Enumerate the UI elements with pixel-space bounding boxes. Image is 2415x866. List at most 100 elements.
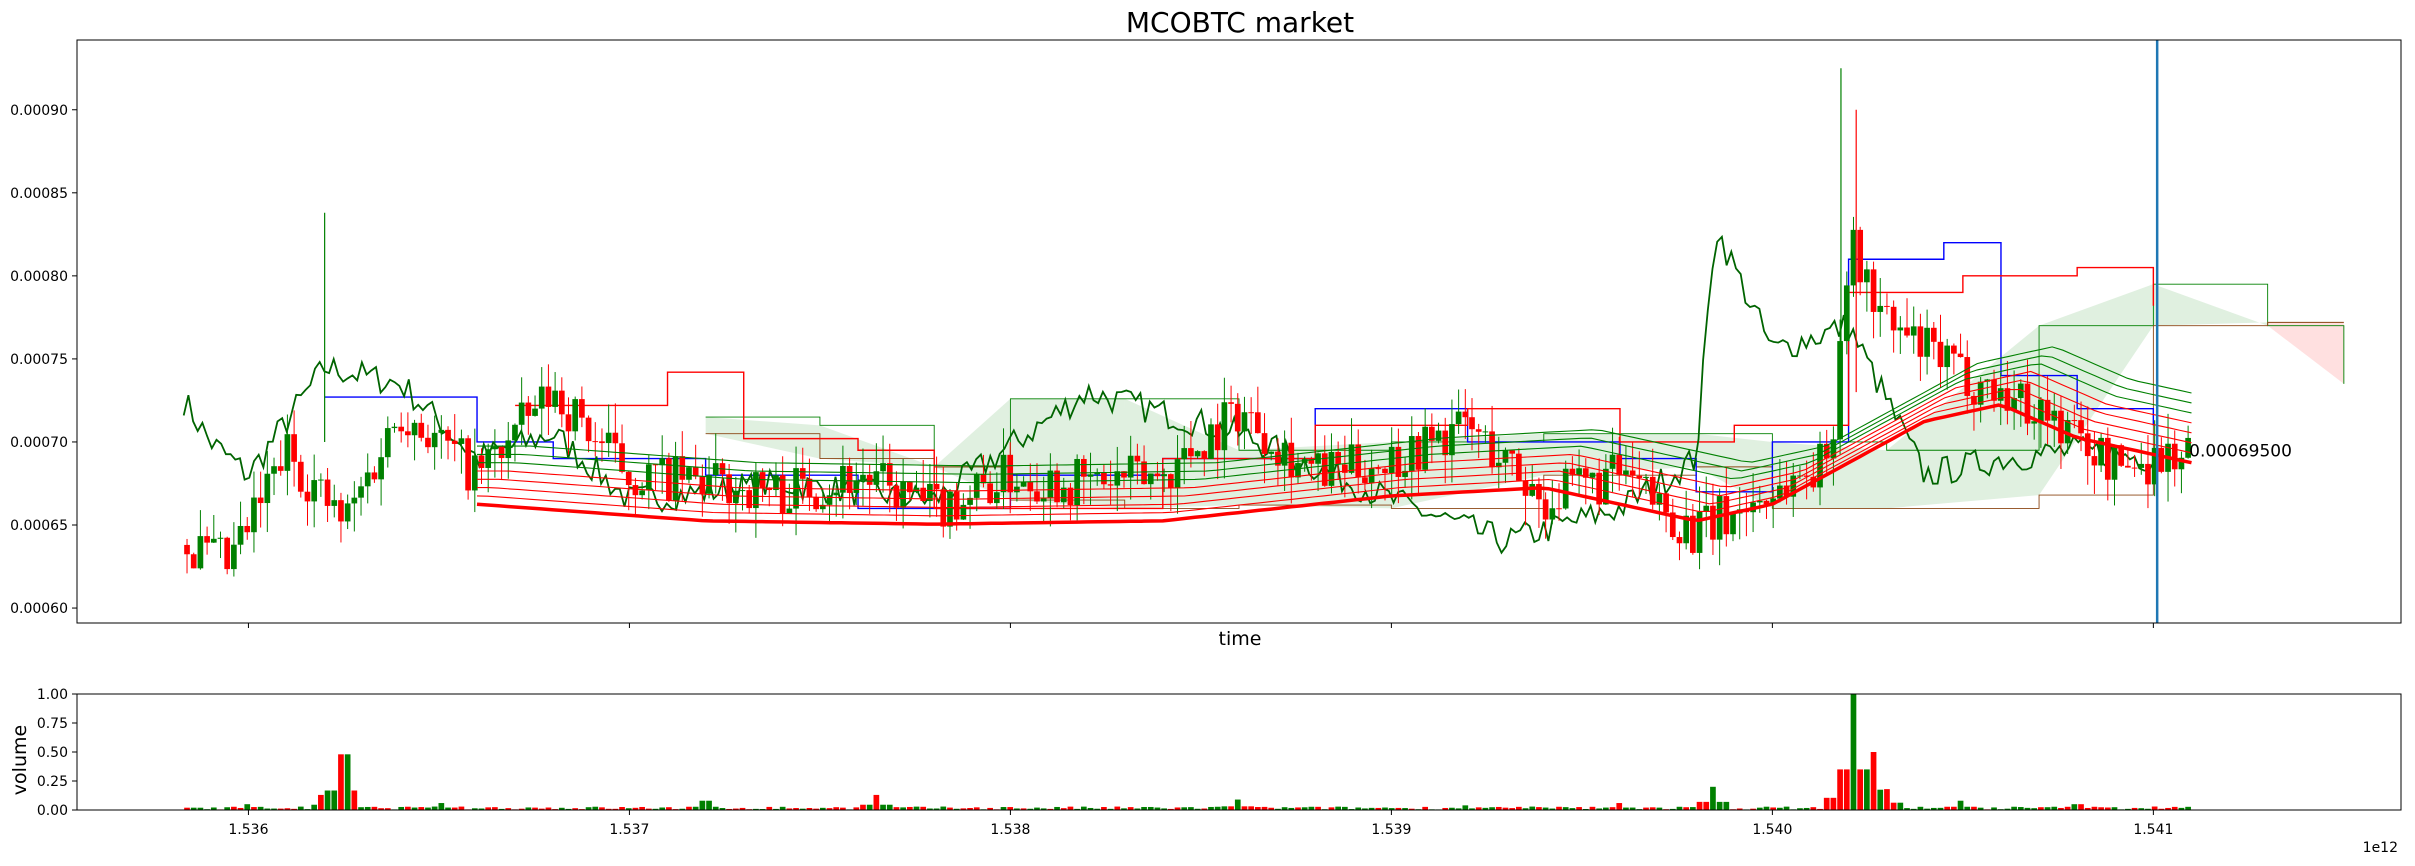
volume-bar — [1254, 807, 1261, 810]
candle-body — [2151, 447, 2158, 485]
candle-body — [1388, 446, 1395, 474]
candle-body — [2058, 410, 2064, 444]
candle-body — [1101, 472, 1107, 485]
candle-body — [779, 475, 786, 514]
volume-bar — [1930, 807, 1937, 810]
volume-bar — [1703, 801, 1710, 810]
candle-body — [1797, 475, 1803, 477]
volume-bar — [1275, 808, 1281, 810]
volume-bar — [1007, 807, 1014, 810]
candle-body — [1328, 451, 1335, 486]
volume-bar — [947, 807, 953, 810]
volume-bar — [666, 807, 672, 810]
volume-bar — [2125, 808, 2131, 810]
volume-bar — [632, 807, 639, 810]
candle-body — [518, 402, 525, 425]
candle-body — [612, 432, 619, 444]
candle-body — [1020, 482, 1027, 487]
volume-bar — [1683, 807, 1690, 810]
candle-body — [973, 473, 980, 498]
volume-bar — [1382, 807, 1388, 810]
candle-body — [873, 471, 880, 485]
candle-body — [625, 471, 632, 486]
candle-body — [1449, 424, 1455, 456]
volume-bar — [612, 808, 619, 810]
candle-body — [210, 538, 217, 543]
candle-body — [1221, 402, 1228, 451]
candle-body — [1087, 474, 1094, 477]
candle-body — [585, 417, 592, 442]
candle-body — [384, 428, 391, 458]
moving-average-line — [477, 379, 2192, 500]
volume-bar — [2158, 808, 2165, 810]
volume-bar — [1977, 807, 1984, 810]
candle-body — [1843, 285, 1850, 342]
candle-body — [2185, 437, 2191, 458]
candle-body — [1462, 411, 1469, 418]
candle-body — [190, 554, 197, 569]
candle-body — [1663, 493, 1669, 513]
volume-bar — [1777, 807, 1783, 810]
candle-body — [1107, 484, 1114, 486]
volume-bar — [1054, 806, 1060, 810]
candle-body — [1121, 471, 1127, 478]
candle-body — [1957, 353, 1964, 358]
volume-bar — [1736, 808, 1743, 810]
volume-bar — [599, 807, 605, 810]
cloud-segment — [934, 398, 1011, 501]
volume-bar — [799, 808, 806, 810]
volume-y-tick-label: 0.50 — [37, 745, 68, 761]
volume-bar — [1669, 808, 1676, 810]
volume-bar — [538, 808, 545, 810]
y-tick-label: 0.00070 — [10, 435, 68, 451]
volume-bar — [793, 808, 799, 810]
volume-bar — [518, 808, 525, 810]
volume-bar — [866, 804, 873, 810]
volume-bar — [378, 808, 384, 810]
candle-body — [1341, 464, 1348, 473]
volume-y-tick-label: 0.25 — [37, 774, 68, 790]
volume-bar — [1817, 808, 1823, 810]
candle-body — [565, 414, 572, 432]
volume-bar — [525, 807, 532, 810]
candle-body — [297, 461, 304, 492]
volume-bar — [766, 806, 773, 810]
volume-bar — [826, 808, 833, 810]
volume-bar — [358, 807, 364, 810]
volume-bar — [779, 806, 786, 810]
candle-body — [231, 544, 237, 570]
volume-bar — [1710, 786, 1716, 810]
volume-bar — [445, 807, 451, 810]
volume-bar — [438, 803, 445, 810]
candle-body — [746, 490, 753, 509]
candle-body — [505, 440, 512, 459]
volume-bar — [1589, 806, 1596, 810]
resistance-line — [515, 266, 2155, 510]
candle-body — [1890, 306, 1897, 331]
cloud-segment — [705, 417, 820, 459]
volume-bar — [277, 808, 284, 810]
volume-bar — [498, 808, 505, 810]
candle-body — [766, 487, 773, 491]
candle-body — [271, 466, 277, 474]
candle-body — [1429, 426, 1435, 441]
candle-body — [291, 434, 297, 462]
volume-bar — [1047, 808, 1054, 810]
candle-body — [284, 434, 291, 471]
candle-body — [2064, 420, 2071, 444]
volume-bar — [431, 806, 438, 810]
volume-bar — [1924, 808, 1930, 810]
candle-body — [739, 490, 746, 492]
volume-bar — [2111, 807, 2118, 810]
volume-bar — [2165, 807, 2171, 810]
candle-body — [1870, 269, 1877, 312]
candle-body — [2104, 437, 2111, 480]
candle-body — [1770, 498, 1777, 505]
volume-bar — [1944, 806, 1951, 810]
candle-body — [498, 446, 505, 459]
volume-bar — [251, 807, 257, 810]
candle-body — [558, 390, 565, 415]
candle-body — [478, 455, 485, 468]
cloud-segment — [1010, 398, 1125, 509]
volume-bar — [364, 806, 371, 810]
